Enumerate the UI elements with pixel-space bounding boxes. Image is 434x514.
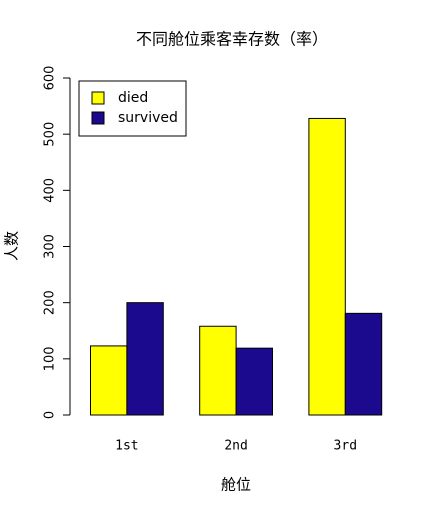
y-tick-label: 400 bbox=[43, 178, 58, 203]
x-tick-label: 1st bbox=[115, 439, 138, 454]
bar bbox=[90, 345, 128, 416]
bar bbox=[126, 302, 164, 416]
chart-title: 不同舱位乘客幸存数（率） bbox=[136, 30, 328, 49]
bar bbox=[308, 117, 346, 416]
y-tick-label: 100 bbox=[43, 346, 58, 371]
y-tick-label: 0 bbox=[43, 411, 58, 419]
legend-swatch bbox=[91, 91, 105, 105]
legend-box bbox=[78, 80, 187, 137]
legend-label: survived bbox=[118, 110, 178, 126]
x-tick-label: 2nd bbox=[224, 439, 247, 454]
x-tick-label: 3rd bbox=[334, 439, 357, 454]
legend-label: died bbox=[118, 90, 148, 106]
legend-swatch bbox=[91, 111, 105, 125]
y-tick-label: 200 bbox=[43, 290, 58, 315]
bar bbox=[199, 325, 237, 416]
y-axis-label: 人数 bbox=[3, 231, 21, 261]
bar bbox=[235, 347, 274, 416]
bar bbox=[344, 312, 383, 416]
x-axis-label: 舱位 bbox=[221, 476, 251, 494]
y-tick-label: 600 bbox=[43, 66, 58, 91]
y-tick-label: 300 bbox=[43, 234, 58, 259]
y-tick-label: 500 bbox=[43, 122, 58, 147]
